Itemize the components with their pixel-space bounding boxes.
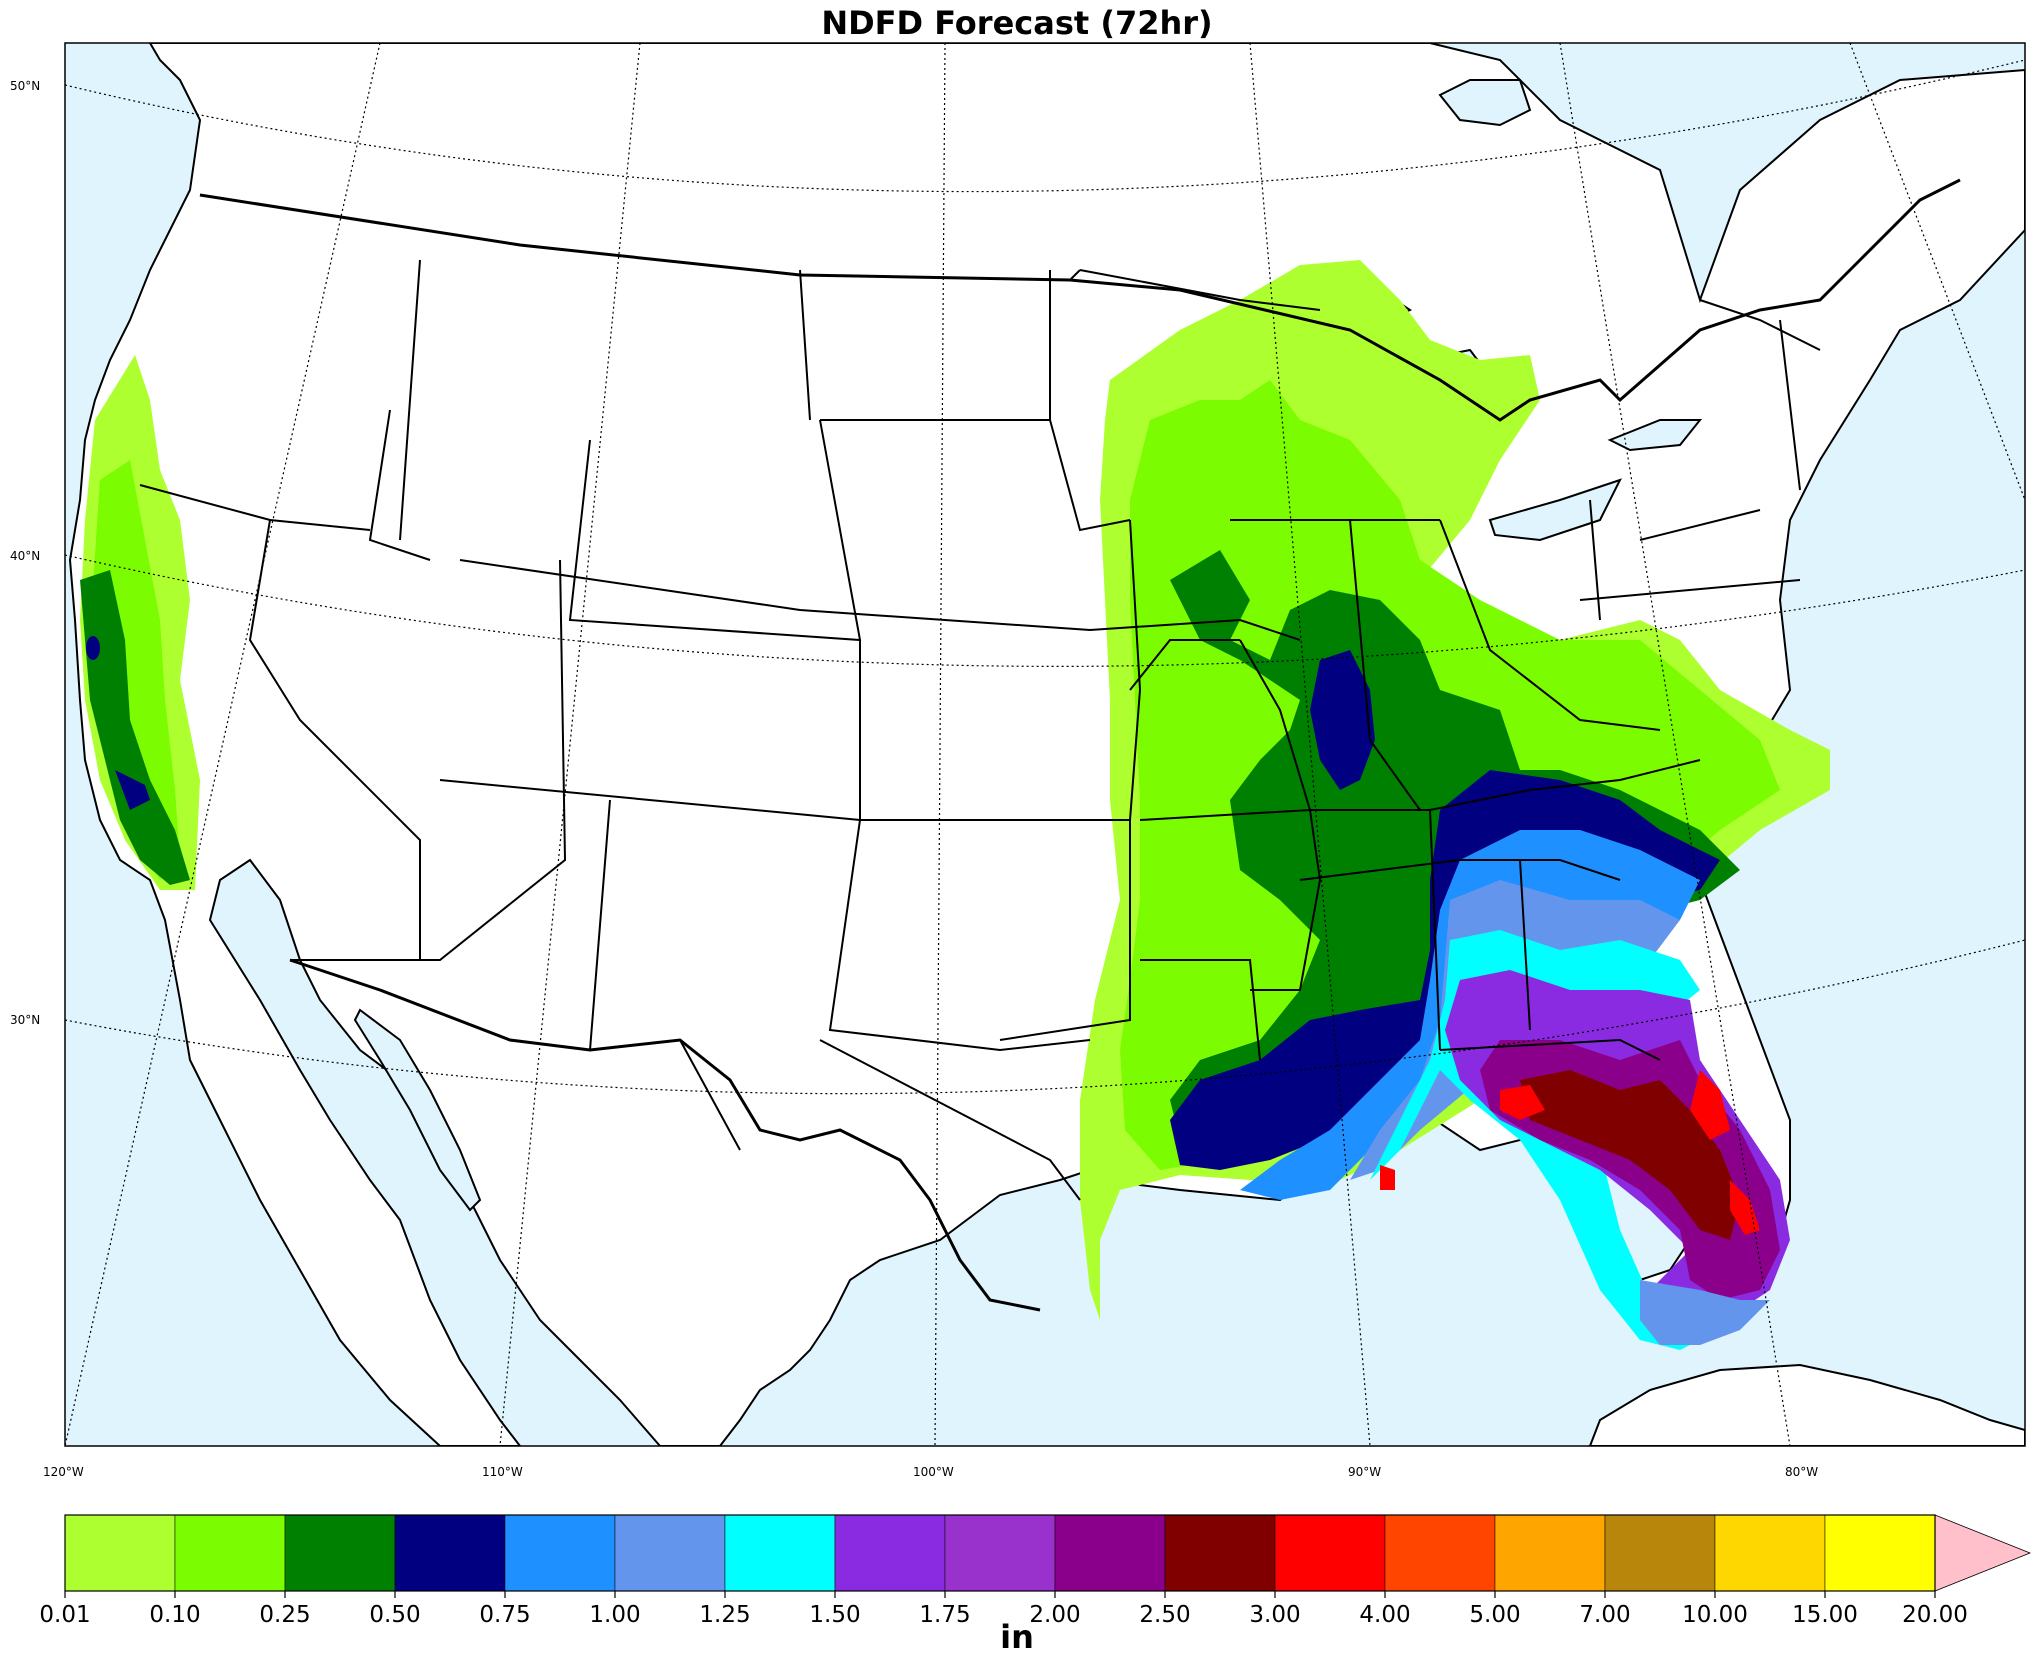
- colorbar-swatch: [64, 1514, 176, 1592]
- colorbar-tick-label: 3.00: [1249, 1602, 1300, 1628]
- precip-3.00: [1500, 1085, 1545, 1120]
- precip-3.00: [1730, 1180, 1760, 1235]
- lon-label-80: 80°W: [1785, 1465, 1818, 1479]
- cuba: [1588, 1363, 2025, 1446]
- precip-0.50: [86, 636, 100, 660]
- colorbar-tick-label: 5.00: [1469, 1602, 1520, 1628]
- graticule: [65, 43, 2025, 1446]
- us-canada-border: [199, 178, 1961, 422]
- colorbar-tick-label: 4.00: [1359, 1602, 1410, 1628]
- colorbar-tick-label: 15.00: [1792, 1602, 1858, 1628]
- lat-label-50: 50°N: [10, 79, 40, 93]
- colorbar-swatch: [1824, 1514, 1936, 1592]
- colorbar-swatch: [1604, 1514, 1716, 1592]
- colorbar-tick-label: 2.00: [1029, 1602, 1080, 1628]
- precip-2.50: [1520, 1070, 1740, 1240]
- precipitation-fill: [80, 260, 1830, 1350]
- colorbar-swatch: [394, 1514, 506, 1592]
- gulf-of-california: [353, 1008, 482, 1212]
- colorbar-units: in: [1000, 1618, 1034, 1656]
- colorbar-tick-label: 20.00: [1902, 1602, 1968, 1628]
- colorbar-tick-label: 2.50: [1139, 1602, 1190, 1628]
- state-borders: [139, 194, 1821, 1201]
- map-title: NDFD Forecast (72hr): [821, 4, 1213, 42]
- map-frame: [64, 42, 2026, 1447]
- colorbar-tick-label: 1.25: [699, 1602, 750, 1628]
- colorbar-swatch: [1164, 1514, 1276, 1592]
- colorbar-extend-arrow: [1934, 1514, 2032, 1592]
- lon-label-100: 100°W: [913, 1465, 954, 1479]
- colorbar-swatch: [1714, 1514, 1826, 1592]
- colorbar-tick-label: 0.01: [39, 1602, 90, 1628]
- colorbar-swatch: [944, 1514, 1056, 1592]
- colorbar-tick-label: 0.75: [479, 1602, 530, 1628]
- precip-0.25: [80, 570, 190, 885]
- precip-3.00: [1380, 1165, 1395, 1190]
- lat-label-40: 40°N: [10, 549, 40, 563]
- colorbar-tick-label: 1.75: [919, 1602, 970, 1628]
- lat-label-30: 30°N: [10, 1013, 40, 1027]
- lon-label-110: 110°W: [482, 1465, 523, 1479]
- colorbar-tick-label: 1.00: [589, 1602, 640, 1628]
- precip-0.10: [92, 460, 180, 880]
- colorbar-swatch: [1494, 1514, 1606, 1592]
- colorbar-tick-label: 0.25: [259, 1602, 310, 1628]
- colorbar-tick-label: 1.50: [809, 1602, 860, 1628]
- lon-label-90: 90°W: [1348, 1465, 1381, 1479]
- colorbar-swatch: [1274, 1514, 1386, 1592]
- colorbar-tick-label: 0.10: [149, 1602, 200, 1628]
- precip-1.00: [1640, 1280, 1770, 1345]
- colorbar-tick-label: 7.00: [1579, 1602, 1630, 1628]
- colorbar-swatch: [174, 1514, 286, 1592]
- colorbar-swatch: [614, 1514, 726, 1592]
- colorbar-swatch: [834, 1514, 946, 1592]
- precip-0.50: [115, 770, 150, 810]
- colorbar-tick-label: 10.00: [1682, 1602, 1748, 1628]
- lon-label-120: 120°W: [43, 1465, 84, 1479]
- colorbar-swatch: [284, 1514, 396, 1592]
- us-mexico-border: [289, 958, 1041, 1312]
- colorbar-swatch: [724, 1514, 836, 1592]
- colorbar-swatch: [1384, 1514, 1496, 1592]
- colorbar-outline: [64, 1514, 1936, 1592]
- colorbar-swatch: [504, 1514, 616, 1592]
- precip-3.00: [1690, 1070, 1730, 1140]
- colorbar-swatch: [1054, 1514, 1166, 1592]
- colorbar-tick-label: 0.50: [369, 1602, 420, 1628]
- precip-0.50: [1310, 650, 1375, 790]
